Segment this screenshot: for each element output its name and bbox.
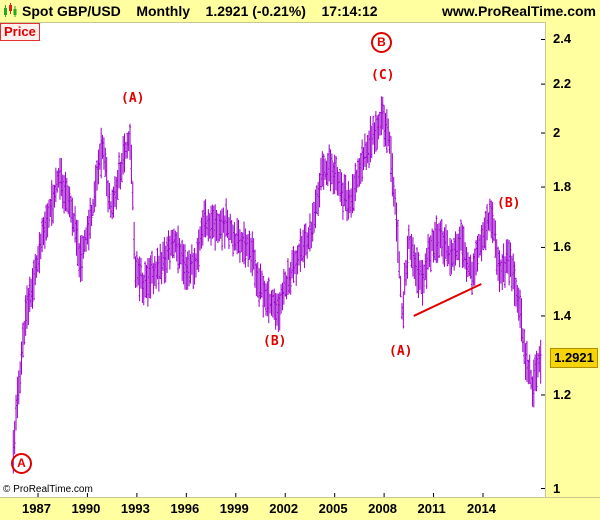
y-tick-label: 1.2 <box>553 387 572 402</box>
wave-label-B-circle: B <box>371 32 392 53</box>
y-tick-label: 2 <box>553 125 561 140</box>
wave-label-A-1992: (A) <box>121 91 145 106</box>
x-tick-label: 2014 <box>467 501 496 516</box>
x-axis-panel[interactable] <box>0 497 600 520</box>
x-tick-label: 1999 <box>219 501 249 516</box>
x-tick-label: 2002 <box>269 501 299 516</box>
x-tick-label: 1993 <box>120 501 150 516</box>
wave-label-B-2014: (B) <box>497 196 521 211</box>
price-panel-label: Price <box>0 23 40 41</box>
price-chart[interactable] <box>0 22 545 497</box>
y-tick-label: 2.2 <box>553 76 572 92</box>
wave-label-A-2009: (A) <box>389 344 413 359</box>
y-axis-panel[interactable] <box>545 22 600 497</box>
instrument-title: Spot GBP/USD Monthly 1.2921 (-0.21%) 17:… <box>22 3 378 19</box>
trend-line <box>413 283 482 317</box>
copyright-text: © ProRealTime.com <box>3 484 93 495</box>
x-tick-label: 2011 <box>417 501 446 516</box>
site-url[interactable]: www.ProRealTime.com <box>441 3 596 19</box>
wave-label-A-circle: A <box>11 453 32 474</box>
x-tick-label: 1990 <box>71 501 101 516</box>
y-tick-label: 1.6 <box>553 239 572 255</box>
last-price-badge: 1.2921 <box>550 348 598 368</box>
x-tick-label: 1996 <box>170 501 200 516</box>
x-tick-label: 2008 <box>368 501 398 516</box>
candlestick-chart-icon <box>4 3 17 17</box>
y-tick-label: 1.4 <box>553 307 572 323</box>
y-tick-label: 1.8 <box>553 179 572 195</box>
y-tick-label: 1 <box>553 480 561 496</box>
x-tick-label: 1987 <box>22 501 51 516</box>
chart-header: Spot GBP/USD Monthly 1.2921 (-0.21%) 17:… <box>0 0 600 23</box>
y-tick-label: 2.4 <box>553 31 572 47</box>
x-tick-label: 2005 <box>318 501 348 516</box>
price-bars <box>12 96 542 474</box>
wave-label-B-2001: (B) <box>263 334 287 349</box>
wave-label-C-2008: (C) <box>371 68 395 83</box>
